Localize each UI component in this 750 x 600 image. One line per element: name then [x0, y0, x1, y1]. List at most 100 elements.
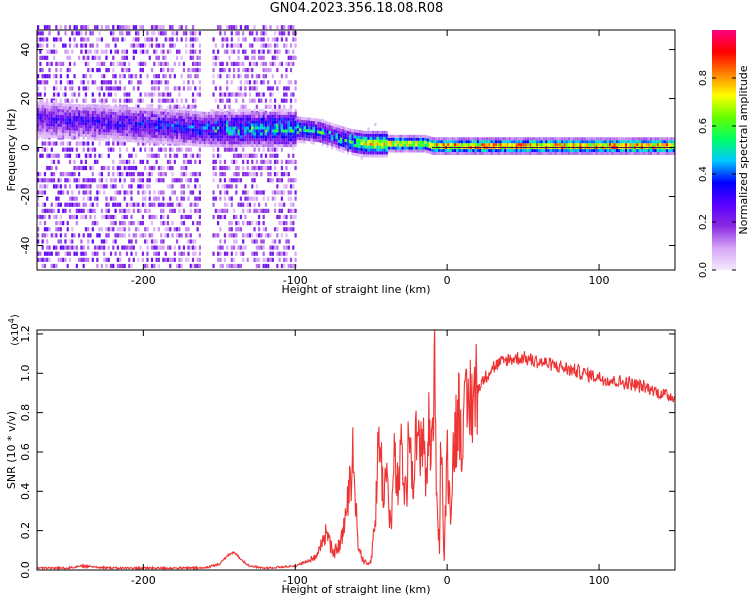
spectrogram-cell	[52, 55, 56, 60]
spectrogram-cell	[273, 55, 277, 60]
spectrogram-cell	[62, 123, 65, 127]
spectrogram-cell	[258, 98, 261, 103]
spectrogram-cell	[132, 74, 135, 79]
spectrogram-cell	[64, 239, 67, 244]
spectrogram-cell	[629, 137, 632, 141]
spectrogram-cell	[130, 124, 133, 128]
spectrogram-cell	[189, 140, 192, 144]
spectrogram-cell	[157, 117, 160, 121]
spectrogram-cell	[422, 143, 425, 147]
spectrogram-cell	[112, 138, 115, 142]
spectrogram-cell	[66, 190, 69, 195]
spectrogram-cell	[410, 134, 413, 138]
spectrogram-cell	[171, 257, 174, 262]
spectrogram-cell	[82, 130, 85, 134]
spectrogram-cell	[451, 143, 454, 147]
spectrogram-cell	[271, 37, 274, 42]
spectrogram-cell	[189, 49, 192, 54]
spectrogram-cell	[415, 149, 418, 153]
spectrogram-cell	[164, 37, 167, 42]
spectrogram-cell	[381, 154, 384, 158]
spectrogram-cell	[128, 257, 131, 262]
spectrogram-cell	[356, 132, 359, 136]
spectrogram-cell	[178, 233, 181, 238]
spectrogram-cell	[98, 233, 101, 238]
spectrogram-cell	[324, 126, 327, 130]
spectrogram-cell	[203, 120, 206, 124]
spectrogram-cell	[262, 37, 265, 42]
spectrogram-cell	[166, 49, 170, 54]
spectrogram-cell	[82, 113, 85, 117]
spectrogram-cell	[337, 130, 340, 134]
spectrogram-cell	[59, 100, 62, 104]
spectrogram-cell	[278, 202, 281, 207]
spectrogram-cell	[383, 133, 386, 137]
spectrogram-cell	[230, 141, 233, 145]
spectrogram-cell	[463, 149, 466, 153]
spectrogram-cell	[132, 107, 135, 111]
spectrogram-cell	[273, 138, 277, 142]
spectrogram-cell	[205, 114, 208, 118]
spectrogram-cell	[561, 143, 564, 147]
spectrogram-cell	[116, 190, 119, 195]
spectrogram-cell	[558, 151, 561, 155]
spectrogram-cell	[248, 117, 252, 121]
spectrogram-cell	[269, 257, 272, 262]
spectrogram-cell	[103, 257, 106, 262]
spectrogram-cell	[239, 141, 242, 145]
spectrogram-cell	[144, 134, 147, 138]
spectrogram-cell	[160, 49, 163, 54]
spectrogram-cell	[440, 143, 443, 147]
spectrogram-cell	[417, 143, 420, 147]
spectrogram-cell	[649, 151, 653, 155]
spectrogram-cell	[545, 149, 548, 153]
spectrogram-cell	[169, 159, 172, 164]
spectrogram-cell	[119, 118, 122, 122]
spectrogram-cell	[71, 112, 74, 116]
spectrogram-cell	[205, 141, 208, 145]
spectrogram-cell	[55, 126, 58, 130]
spectrogram-cell	[71, 190, 74, 195]
spectrogram-cell	[148, 37, 151, 42]
spectrogram-cell	[292, 31, 295, 36]
spectrogram-cell	[244, 67, 247, 73]
spectrogram-cell	[114, 129, 117, 133]
spectrogram-cell	[57, 117, 60, 121]
spectrogram-cell	[367, 142, 370, 146]
spectrogram-cell	[155, 55, 158, 60]
spectrogram-cell	[581, 137, 584, 141]
spectrogram-cell	[164, 141, 167, 145]
spectrogram-cell	[166, 114, 170, 118]
spectrogram-cell	[292, 221, 295, 226]
spectrogram-cell	[235, 263, 238, 269]
spectrogram-cell	[100, 49, 103, 54]
spectrogram-cell	[39, 131, 42, 135]
spectrogram-cell	[520, 149, 523, 153]
spectrogram-cell	[210, 108, 213, 112]
spectrogram-cell	[351, 134, 354, 138]
spectrogram-cell	[87, 141, 90, 146]
spectrogram-cell	[153, 196, 156, 201]
spectrogram-cell	[62, 132, 65, 136]
spectrogram-cell	[93, 178, 97, 183]
spectrogram-cell	[178, 245, 181, 250]
spectrogram-cell	[324, 120, 327, 124]
spectrogram-cell	[326, 141, 329, 145]
spectrogram-cell	[285, 239, 288, 244]
spectrogram-cell	[128, 263, 131, 269]
spectrogram-cell	[237, 31, 240, 36]
spectrogram-cell	[258, 221, 261, 226]
spectrogram-cell	[59, 123, 62, 127]
spectrogram-cell	[123, 138, 126, 142]
spectrogram-cell	[107, 245, 110, 250]
spectrogram-cell	[533, 137, 536, 141]
spectrogram-cell	[440, 140, 443, 144]
spectrogram-cell	[148, 147, 151, 152]
spectrogram-cell	[517, 149, 520, 153]
spectrogram-cell	[278, 104, 281, 109]
spectrogram-cell	[271, 123, 274, 127]
spectrogram-cell	[84, 227, 88, 232]
spectrogram-cell	[52, 129, 56, 133]
spectrogram-cell	[98, 134, 101, 138]
spectrogram-cell	[221, 43, 224, 48]
